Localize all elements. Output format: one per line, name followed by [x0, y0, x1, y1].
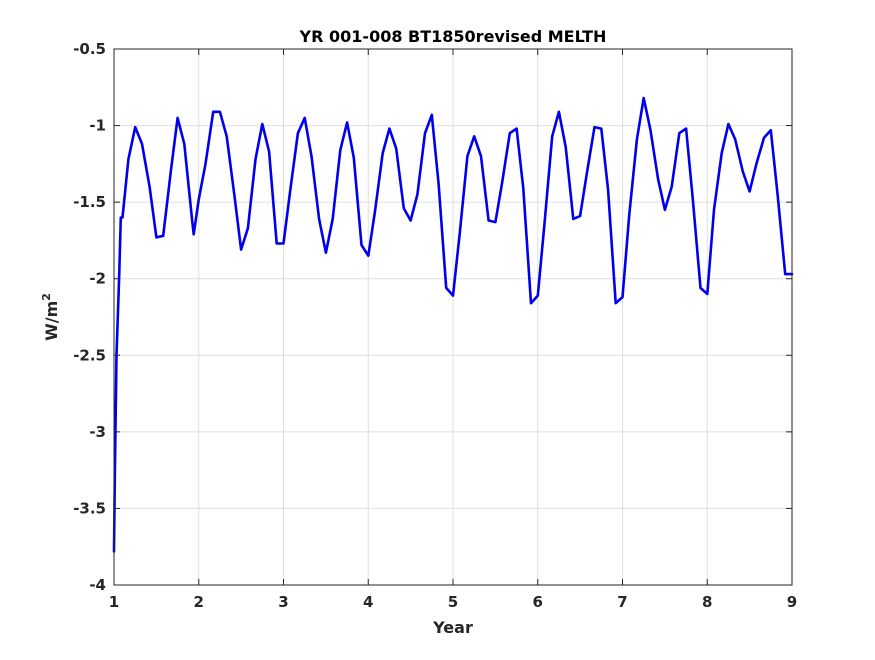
- x-tick-label: 4: [363, 593, 373, 611]
- x-tick-label: 5: [448, 593, 458, 611]
- y-axis-label-superscript: 2: [40, 293, 53, 301]
- x-tick-label: 6: [533, 593, 543, 611]
- y-axis-ticks: -4 -3.5 -3 -2.5 -2 -1.5 -1 -0.5: [73, 40, 792, 594]
- series-line: [112, 96, 794, 553]
- y-tick-label: -2: [89, 270, 106, 288]
- x-tick-label: 1: [109, 593, 119, 611]
- x-tick-label: 9: [787, 593, 797, 611]
- y-tick-label: -1: [89, 117, 106, 135]
- series-group: [112, 96, 794, 553]
- y-axis-label-base: W/m: [42, 301, 61, 341]
- x-tick-label: 8: [702, 593, 712, 611]
- y-tick-label: -3.5: [73, 499, 106, 517]
- x-tick-label: 3: [278, 593, 288, 611]
- x-tick-label: 2: [194, 593, 204, 611]
- x-axis-ticks: 1 2 3 4 5 6 7 8 9: [109, 49, 797, 611]
- y-tick-label: -1.5: [73, 193, 106, 211]
- x-axis-label: Year: [432, 618, 473, 637]
- chart-title: YR 001-008 BT1850revised MELTH: [299, 27, 607, 46]
- y-tick-label: -2.5: [73, 346, 106, 364]
- y-tick-label: -3: [89, 423, 106, 441]
- x-tick-label: 7: [617, 593, 627, 611]
- y-tick-label: -4: [89, 576, 106, 594]
- y-tick-label: -0.5: [73, 40, 106, 58]
- y-axis-label: W/m2: [40, 293, 61, 341]
